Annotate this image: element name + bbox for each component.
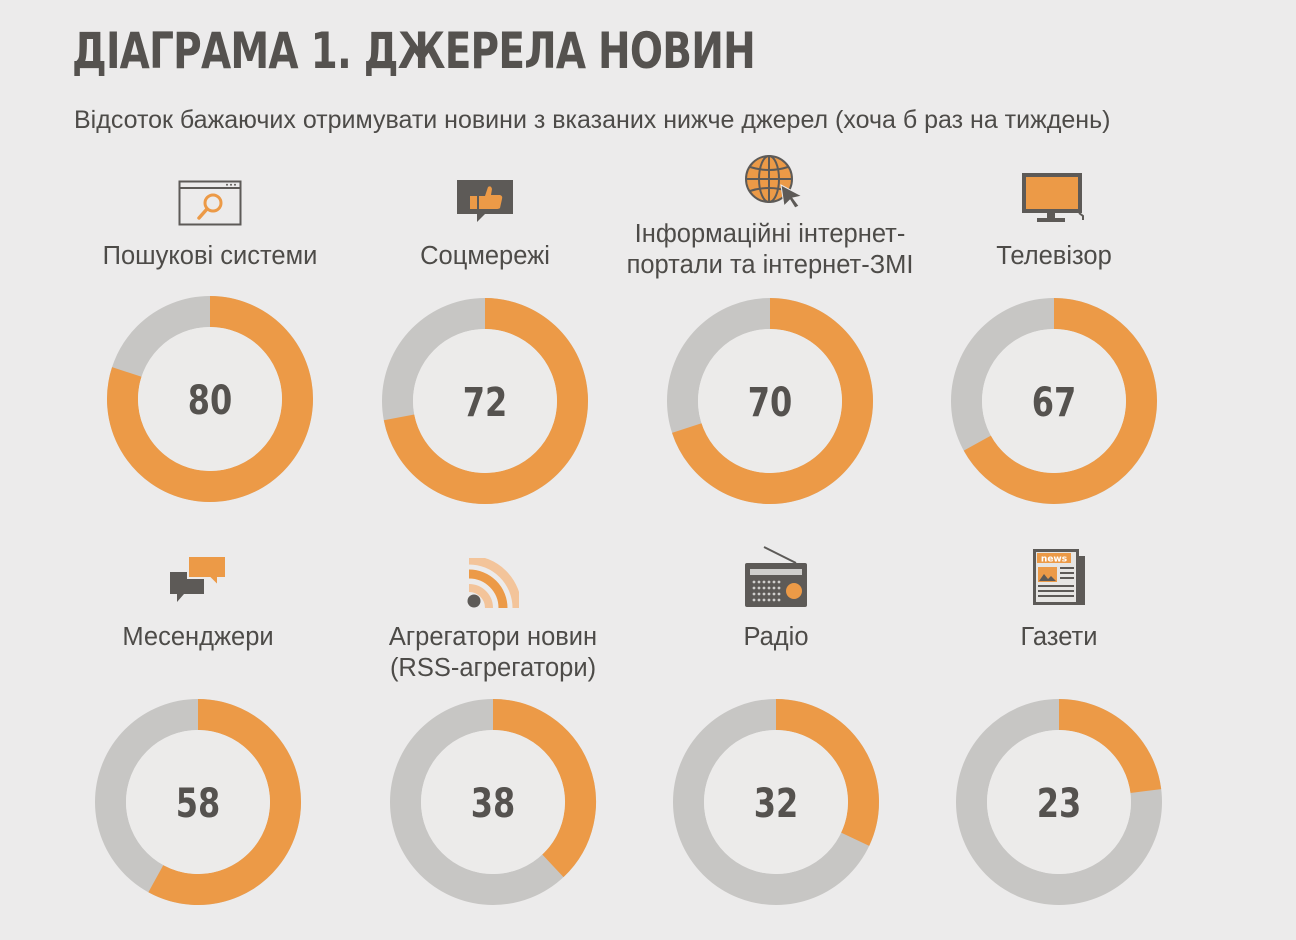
donut-value-label: 32 [754,779,799,826]
newspaper-icon-text: news [1041,555,1067,565]
source-label: Радіо [743,623,809,651]
donut-value-label: 70 [748,378,793,425]
donut-hole [982,329,1126,473]
donut-value-arc [383,298,588,504]
source-label: Месенджери [122,623,274,651]
source-label: Газети [1020,623,1098,651]
donut-hole [698,329,842,473]
rss-icon [467,555,522,615]
chat-bubbles-icon [168,554,228,611]
donut-value-label: 38 [471,779,516,826]
search-window-icon [178,180,242,231]
donut-value-label: 23 [1037,779,1082,826]
donut-chart: 80 [107,296,313,502]
source-label: Пошукові системи [102,242,318,270]
donut-value-arc [775,699,879,846]
donut-value-label: 72 [463,378,508,425]
donut-value-arc [672,298,873,504]
donut-hole [987,730,1131,874]
tv-icon [1021,172,1085,229]
donut-chart: 72 [382,298,588,504]
donut-value-arc [963,298,1157,504]
donut-chart: 58 [95,699,301,905]
chart-title: ДІАГРАМА 1. ДЖЕРЕЛА НОВИН [72,22,756,80]
radio-icon [744,545,808,614]
donut-hole [138,327,282,471]
donut-value-label: 67 [1032,378,1077,425]
donut-hole [421,730,565,874]
donut-chart: 23 [956,699,1162,905]
donut-hole [413,329,557,473]
donut-value-arc [492,699,596,878]
donut-chart: 70 [667,298,873,504]
thumbs-up-icon [455,178,515,229]
donut-value-label: 80 [188,376,233,423]
donut-value-arc [148,699,301,905]
donut-chart: 32 [673,699,879,905]
donut-value-label: 58 [176,779,221,826]
donut-value-arc [107,296,313,502]
chart-subtitle: Відсоток бажаючих отримувати новини з вк… [74,106,1111,134]
source-label: Інформаційні інтернет- портали та інтерн… [626,220,914,279]
donut-hole [126,730,270,874]
donut-hole [704,730,848,874]
donut-chart: 67 [951,298,1157,504]
source-label: Агрегатори новин (RSS-агрегатори) [388,623,598,682]
source-label: Телевізор [996,242,1112,270]
globe-cursor-icon [744,154,804,213]
newspaper-icon: news [1032,548,1086,613]
donut-value-arc [1058,699,1162,794]
source-label: Соцмережі [420,242,550,270]
donut-chart: 38 [390,699,596,905]
